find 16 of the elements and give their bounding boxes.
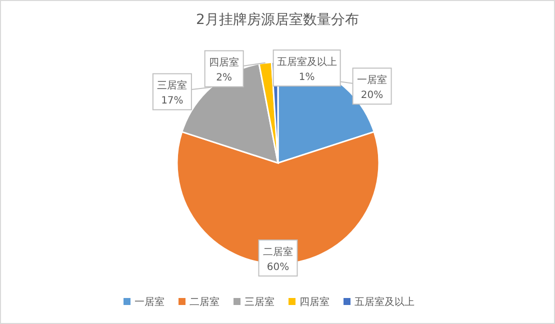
slice-label: 四居室 — [209, 56, 240, 69]
slice-label: 三居室 — [157, 80, 188, 92]
legend-label: 一居室 — [134, 296, 164, 308]
legend-label: 五居室及以上 — [354, 296, 414, 308]
data-label: 20% — [360, 90, 384, 102]
legend-label: 四居室 — [300, 296, 330, 308]
legend-label: 二居室 — [190, 296, 220, 308]
data-label: 1% — [298, 72, 315, 84]
slice-label: 一居室 — [357, 74, 388, 86]
slice-label: 二居室 — [263, 246, 293, 258]
data-label: 17% — [161, 96, 184, 107]
legend-label: 三居室 — [244, 296, 274, 308]
data-label: 60% — [266, 262, 290, 273]
data-label: 2% — [216, 72, 232, 84]
chart-title: 2月挂牌房源居室数量分布 — [196, 12, 359, 28]
slice-label: 五居室及以上 — [276, 56, 337, 68]
